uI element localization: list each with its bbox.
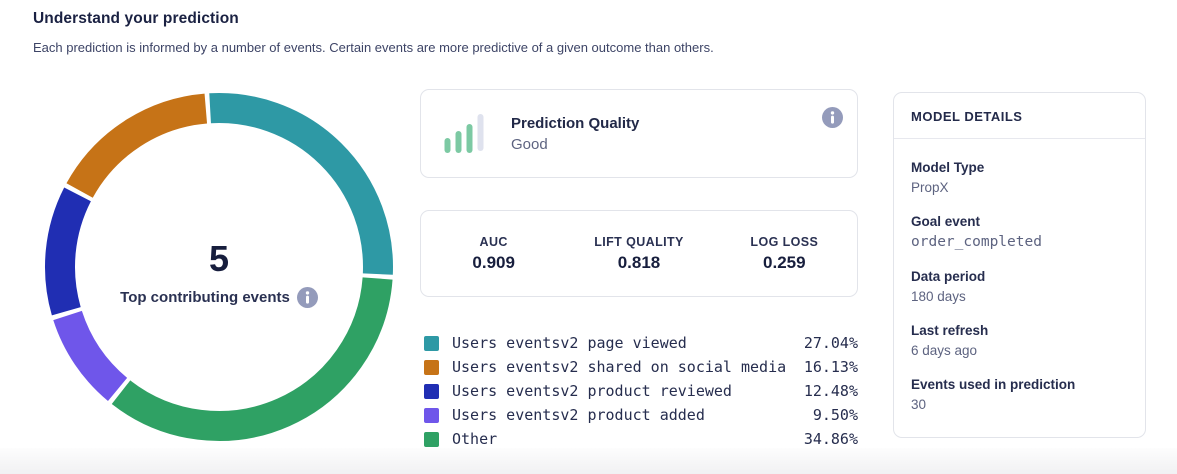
detail-label: Last refresh	[911, 323, 989, 338]
legend-item[interactable]: Users eventsv2 product reviewed 12.48%	[420, 379, 858, 403]
page-subtitle: Each prediction is informed by a number …	[33, 40, 714, 55]
donut-chart: 5 Top contributing events	[44, 92, 394, 442]
legend-label: Users eventsv2 product reviewed	[452, 382, 732, 400]
page-header: Understand your prediction Each predicti…	[33, 10, 714, 55]
detail-label: Events used in prediction	[911, 377, 1076, 392]
legend-label: Users eventsv2 product added	[452, 406, 705, 424]
legend-label: Users eventsv2 page viewed	[452, 334, 687, 352]
legend-percentage: 9.50%	[812, 406, 858, 424]
donut-segment[interactable]	[45, 187, 92, 316]
legend-label: Users eventsv2 shared on social media	[452, 358, 787, 376]
legend-percentage: 34.86%	[803, 430, 858, 448]
page-title: Understand your prediction	[33, 10, 239, 27]
metric-lift-quality: LIFT QUALITY 0.818	[566, 235, 711, 273]
legend-swatch	[424, 383, 439, 399]
detail-value: order_completed	[911, 234, 1042, 250]
detail-value: PropX	[911, 180, 949, 195]
legend-percentage: 16.13%	[803, 358, 858, 376]
page-bottom-band	[0, 448, 1177, 474]
donut-segment[interactable]	[53, 310, 128, 401]
legend-item[interactable]: Users eventsv2 page viewed 27.04%	[420, 331, 858, 355]
bar-chart-icon	[444, 113, 484, 153]
detail-goal-event: Goal event order_completed	[911, 214, 1128, 250]
legend-swatch	[424, 407, 439, 423]
prediction-quality-card: Prediction Quality Good	[420, 89, 858, 178]
metric-label: LIFT QUALITY	[594, 234, 684, 249]
metric-label: AUC	[479, 234, 508, 249]
metric-label: LOG LOSS	[750, 234, 819, 249]
legend-percentage: 12.48%	[803, 382, 858, 400]
legend-item[interactable]: Users eventsv2 product added 9.50%	[420, 403, 858, 427]
metric-value: 0.818	[617, 252, 661, 272]
legend-swatch	[424, 335, 439, 351]
donut-center-label: Top contributing events	[120, 289, 290, 306]
legend-swatch	[424, 431, 439, 447]
donut-center: 5 Top contributing events	[44, 239, 394, 308]
detail-value: 6 days ago	[911, 343, 978, 358]
metric-log-loss: LOG LOSS 0.259	[712, 235, 857, 273]
metrics-card: AUC 0.909 LIFT QUALITY 0.818 LOG LOSS 0.…	[420, 210, 858, 297]
metric-auc: AUC 0.909	[421, 235, 566, 273]
detail-label: Data period	[911, 269, 986, 284]
model-details-panel: MODEL DETAILS Model Type PropX Goal even…	[893, 92, 1146, 438]
detail-value: 30	[911, 397, 927, 412]
donut-segment[interactable]	[209, 93, 393, 275]
legend-label: Other	[452, 430, 498, 448]
legend-swatch	[424, 359, 439, 375]
detail-events-used: Events used in prediction 30	[911, 377, 1128, 412]
detail-value: 180 days	[911, 289, 966, 304]
donut-center-value: 5	[208, 238, 230, 279]
info-icon[interactable]	[296, 287, 318, 308]
metric-value: 0.909	[472, 252, 515, 272]
donut-svg	[45, 93, 393, 441]
prediction-quality-value: Good	[511, 135, 548, 153]
legend-item[interactable]: Users eventsv2 shared on social media 16…	[420, 355, 858, 379]
detail-model-type: Model Type PropX	[911, 160, 1128, 195]
chart-legend: Users eventsv2 page viewed 27.04% Users …	[420, 331, 858, 451]
detail-label: Goal event	[911, 214, 981, 229]
model-details-title: MODEL DETAILS	[894, 93, 1145, 139]
detail-data-period: Data period 180 days	[911, 269, 1128, 304]
prediction-quality-title: Prediction Quality	[511, 114, 640, 132]
donut-segment[interactable]	[66, 93, 208, 198]
legend-percentage: 27.04%	[803, 334, 858, 352]
info-icon[interactable]	[822, 107, 843, 128]
legend-item[interactable]: Other 34.86%	[420, 427, 858, 451]
detail-last-refresh: Last refresh 6 days ago	[911, 323, 1128, 358]
detail-label: Model Type	[911, 160, 985, 175]
donut-segment[interactable]	[111, 277, 393, 441]
metric-value: 0.259	[763, 252, 806, 272]
